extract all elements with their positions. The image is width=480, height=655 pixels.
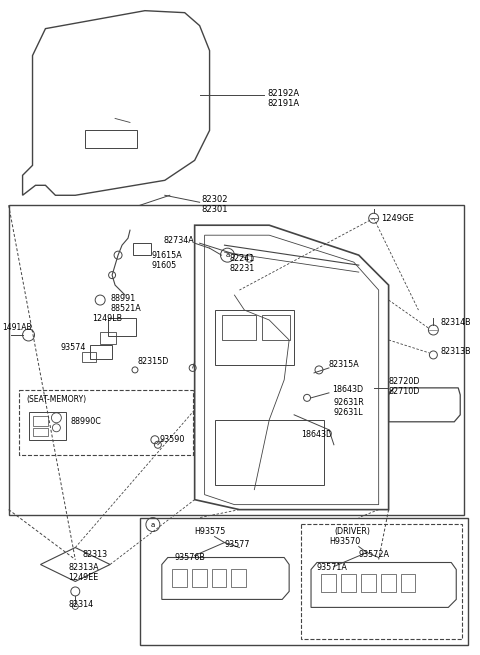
Bar: [85, 130, 137, 149]
Text: 82313A: 82313A: [68, 563, 99, 572]
Text: 82313: 82313: [82, 550, 108, 559]
Text: 1249EE: 1249EE: [68, 573, 98, 582]
Text: 93576B: 93576B: [175, 553, 205, 562]
Bar: [192, 569, 206, 588]
Text: 82313B: 82313B: [440, 347, 471, 356]
Text: 82314B: 82314B: [440, 318, 471, 326]
Text: 82241: 82241: [229, 253, 255, 263]
Text: (DRIVER): (DRIVER): [334, 527, 370, 536]
Text: 18643D: 18643D: [301, 430, 332, 440]
Bar: [172, 569, 187, 588]
Text: 82720D: 82720D: [389, 377, 420, 386]
Bar: [215, 310, 294, 365]
Bar: [19, 390, 192, 455]
Bar: [212, 569, 227, 588]
Text: 1249GE: 1249GE: [381, 214, 413, 223]
Text: H93575: H93575: [195, 527, 226, 536]
Text: 82301: 82301: [202, 205, 228, 214]
Bar: [400, 574, 416, 592]
Bar: [262, 315, 290, 340]
Text: (SEAT-MEMORY): (SEAT-MEMORY): [26, 396, 87, 404]
Bar: [321, 574, 336, 592]
Text: 1491AB: 1491AB: [3, 324, 32, 333]
Bar: [28, 412, 66, 440]
Bar: [82, 352, 96, 362]
Text: 82191A: 82191A: [267, 99, 300, 108]
Text: 82231: 82231: [229, 263, 255, 272]
Text: 93572A: 93572A: [359, 550, 390, 559]
Text: 82314: 82314: [68, 600, 94, 609]
Bar: [90, 345, 112, 359]
Bar: [140, 517, 468, 645]
Bar: [341, 574, 356, 592]
Bar: [215, 420, 324, 485]
Bar: [33, 428, 48, 436]
Bar: [9, 205, 464, 515]
Text: 82734A: 82734A: [164, 236, 195, 245]
Text: 1249LB: 1249LB: [92, 314, 122, 322]
Bar: [221, 315, 256, 340]
Bar: [301, 523, 462, 639]
Text: H93570: H93570: [329, 537, 360, 546]
Text: a: a: [225, 252, 229, 258]
Bar: [381, 574, 396, 592]
Bar: [100, 332, 116, 344]
Text: 88521A: 88521A: [110, 303, 141, 312]
Bar: [231, 569, 246, 588]
Text: 82710D: 82710D: [389, 387, 420, 396]
Text: 18643D: 18643D: [332, 385, 363, 394]
Text: 82315D: 82315D: [138, 358, 169, 366]
Text: 82192A: 82192A: [267, 89, 300, 98]
Bar: [361, 574, 376, 592]
Text: 92631R: 92631R: [334, 398, 365, 407]
Text: 92631L: 92631L: [334, 408, 363, 417]
Text: 93577: 93577: [225, 540, 250, 549]
Text: 82302: 82302: [202, 195, 228, 204]
Text: 88990C: 88990C: [71, 417, 101, 426]
Text: a: a: [151, 521, 155, 527]
Bar: [33, 416, 48, 426]
Text: 91605: 91605: [152, 261, 177, 270]
Text: 93571A: 93571A: [317, 563, 348, 572]
Text: 91615A: 91615A: [152, 251, 182, 259]
Text: 88991: 88991: [110, 293, 135, 303]
Text: 93590: 93590: [160, 436, 185, 444]
Text: 82315A: 82315A: [329, 360, 360, 369]
Bar: [133, 243, 151, 255]
Text: 93574: 93574: [60, 343, 86, 352]
Bar: [108, 318, 136, 336]
